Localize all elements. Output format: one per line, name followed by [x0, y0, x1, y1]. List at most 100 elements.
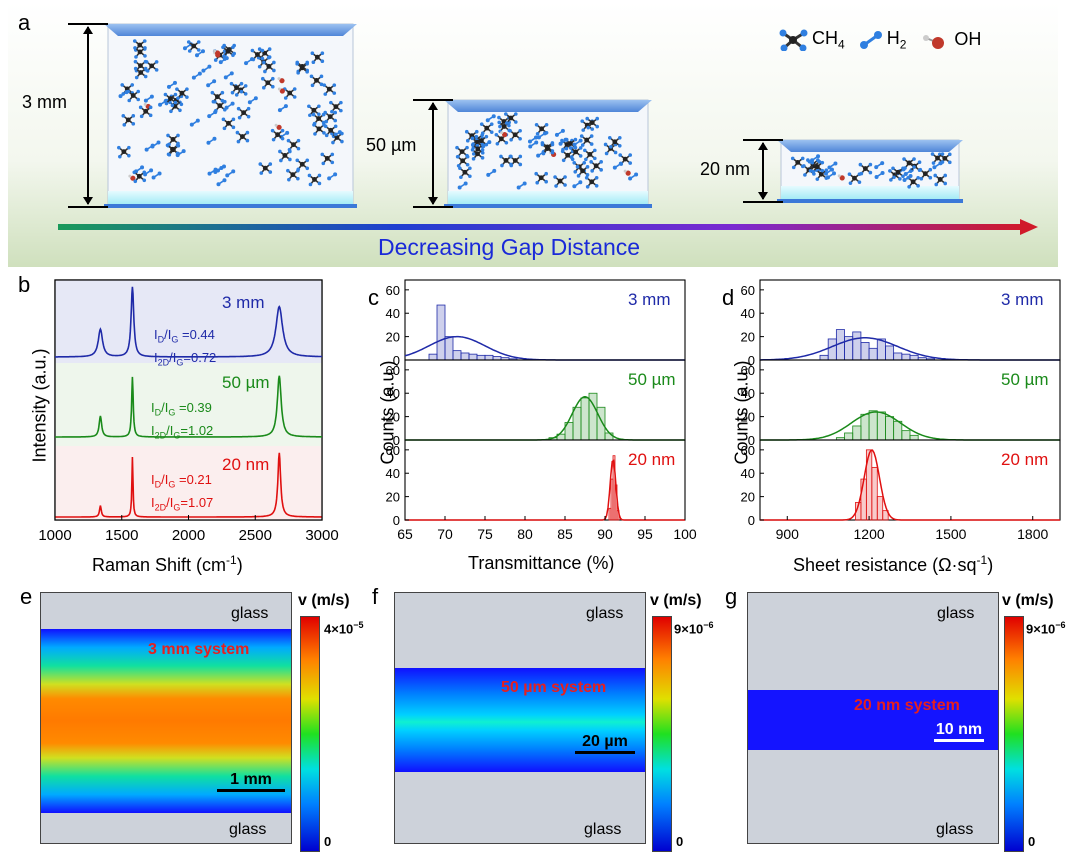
d-fit-curve-2 [760, 449, 1060, 521]
ch4-molecule [583, 148, 597, 162]
ch4-molecule [286, 138, 301, 152]
ch4-molecule [618, 153, 633, 166]
gap-arrowhead-top-0 [83, 26, 93, 34]
d-bar [909, 354, 919, 361]
colorbar-e: v (m/s) 4×10−5 0 [298, 592, 368, 854]
c-ytick-label: 60 [386, 363, 400, 378]
oh-molecule [128, 174, 136, 181]
ch4-molecule [295, 158, 310, 172]
colorbar-max-f: 9×10−6 [674, 620, 714, 637]
c-ytick-label: 20 [386, 330, 400, 345]
h2-molecule [143, 94, 154, 103]
velocity-map-f: glass glass 50 µm system 20 µm [394, 592, 646, 844]
ch4-molecule [310, 51, 325, 65]
ch4-molecule [579, 134, 594, 147]
d-bar [876, 338, 886, 361]
c-fit-curve-2 [405, 459, 685, 521]
oh-molecule [623, 169, 631, 176]
ch4-molecule [312, 123, 326, 136]
bottom-glass-plate-0 [104, 204, 357, 208]
raman-series-label-0: 3 mm [222, 293, 265, 312]
colorbar-f: v (m/s) 9×10−6 0 [650, 592, 720, 854]
h2-molecule [874, 161, 885, 170]
h2-molecule [827, 161, 838, 170]
d-bar [876, 496, 884, 521]
oh-molecule [213, 49, 221, 56]
h2-molecule [206, 136, 217, 145]
d-ytick-label: 0 [748, 513, 755, 528]
d-series-label-0: 3 mm [1001, 290, 1044, 309]
system-label-f: 50 µm system [501, 679, 607, 696]
h2-molecule [527, 135, 538, 144]
raman-xtick-label: 2500 [239, 527, 272, 544]
h2-molecule [206, 79, 217, 88]
raman-ylabel: Intensity (a.u.) [29, 348, 50, 463]
ch4-molecule [540, 142, 555, 156]
gap-arrowhead-bottom-2 [758, 192, 768, 200]
decreasing-gap-label: Decreasing Gap Distance [378, 234, 641, 260]
ch4-molecule [163, 92, 178, 106]
glass-bottom-e: glass [229, 821, 267, 838]
raman-xtick-label: 3000 [305, 527, 338, 544]
h2-molecule [528, 140, 539, 149]
panel-label-c: c [368, 285, 379, 310]
c-ytick-label: 40 [386, 386, 400, 401]
d-bar [893, 420, 903, 441]
flow-band-e [41, 629, 291, 813]
ch4-molecule [858, 162, 873, 176]
gap-arrowhead-top-1 [428, 102, 438, 110]
ch4-molecule [260, 76, 275, 90]
d-xtick-label: 1800 [1017, 526, 1048, 542]
oh-molecule [500, 131, 508, 138]
gap-arrowhead-bottom-1 [428, 197, 438, 205]
c-xtick-label: 75 [477, 526, 493, 542]
colorbar-min-g: 0 [1028, 834, 1036, 849]
panel-e: e glass glass 3 mm system 1 mm [0, 582, 360, 861]
d-bar [876, 411, 886, 441]
c-series-label-0: 3 mm [628, 290, 671, 309]
ch4-molecule-icon [779, 29, 808, 51]
c-ytick-label: 20 [386, 410, 400, 425]
h2-molecule [223, 71, 234, 80]
d-bar [868, 347, 878, 361]
d-bar [860, 478, 867, 521]
c-bar [460, 352, 470, 361]
gap-arrowhead-bottom-0 [83, 197, 93, 205]
ch4-molecule [236, 106, 251, 120]
raman-ratio-50um: ID/IG =0.39 I2D/IG=1.02 [151, 400, 214, 441]
colorbar-title-f: v (m/s) [650, 592, 702, 609]
oh-molecule [277, 77, 285, 84]
transmittance-chart: 0 20 40 60 3 mm 0 20 40 60 50 µm 0 20 40 60 20 nm 65 70 7… [386, 279, 697, 542]
ch4-molecule [891, 166, 905, 180]
c-bar [428, 353, 438, 361]
d-bar [844, 432, 854, 441]
bottom-glass-plate-2 [777, 199, 963, 203]
bottom-glass-floor-0 [108, 191, 353, 205]
gap-label-3mm: 3 mm [22, 92, 67, 112]
h2-molecule [166, 80, 177, 89]
d-series-label-2: 20 nm [1001, 450, 1048, 469]
raman-xlabel: Raman Shift (cm-1) [92, 553, 243, 575]
c-bar [572, 406, 582, 441]
glass-bottom-g: glass [936, 821, 974, 838]
ch4-molecule [499, 154, 513, 168]
velocity-map-g: glass glass 20 nm system 10 nm [747, 592, 999, 844]
h2-molecule [277, 104, 288, 113]
legend-h2-label: H2 [886, 28, 907, 52]
legend-oh: OH [920, 29, 981, 50]
ch4-molecule [589, 160, 603, 173]
ch4-molecule [322, 83, 337, 96]
h2-molecule [486, 168, 497, 177]
colorbar-gradient-g [1004, 616, 1024, 852]
ch4-molecule [933, 173, 948, 187]
ch4-molecule [126, 89, 141, 103]
ch4-molecule [262, 60, 276, 74]
panel-label-f: f [372, 584, 379, 609]
ch4-molecule [585, 116, 600, 130]
ch4-molecule [235, 130, 250, 144]
c-ytick-label: 0 [393, 353, 400, 368]
d-ytick-label: 0 [748, 433, 755, 448]
d-xtick-label: 900 [776, 526, 800, 542]
ch4-molecule [258, 162, 273, 175]
system-label-e: 3 mm system [148, 641, 250, 658]
